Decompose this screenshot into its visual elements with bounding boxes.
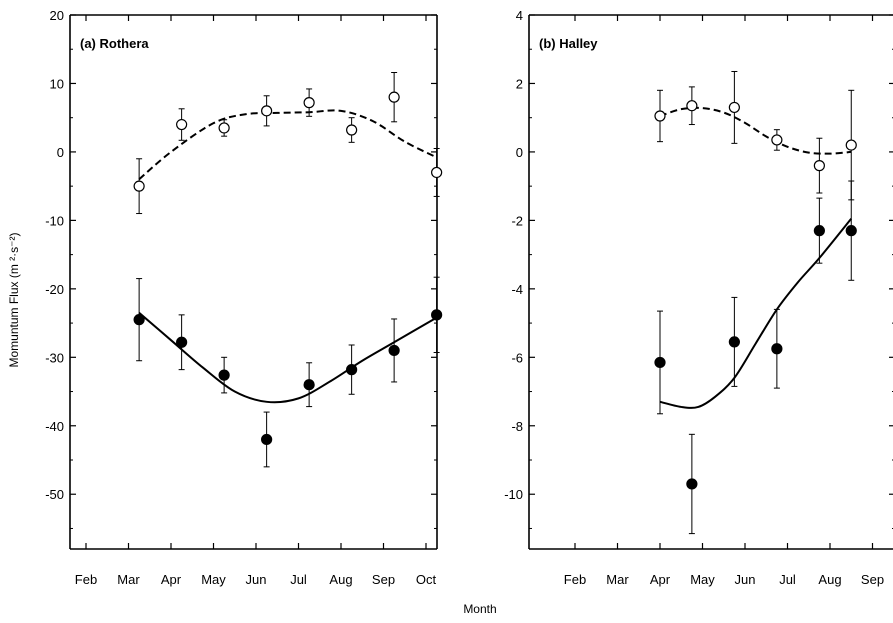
open-data-point bbox=[133, 180, 145, 192]
y-tick-label: -40 bbox=[45, 419, 64, 434]
filled-data-point bbox=[431, 309, 443, 321]
filled-data-point bbox=[176, 336, 188, 348]
y-tick-label: 20 bbox=[50, 8, 64, 23]
x-tick-label: Mar bbox=[117, 572, 140, 587]
x-tick-label: Jul bbox=[290, 572, 307, 587]
panel-halley: (b) Halley 4 2 0 -2 -4 -6 -8 -10 Feb Mar Apr May Jun J… bbox=[504, 8, 893, 587]
y-tick-label: -4 bbox=[511, 282, 523, 297]
y-tick-label: -8 bbox=[511, 419, 523, 434]
filled-data-point bbox=[261, 433, 273, 446]
panel-rothera: (a) Rothera 20 10 0 -10 -20 -30 -40 -50 Feb Mar Apr… bbox=[45, 8, 443, 587]
filled-data-point bbox=[218, 369, 230, 381]
x-tick-label: Jun bbox=[735, 572, 756, 587]
y-tick-label: 2 bbox=[516, 76, 523, 91]
x-tick-label: Jun bbox=[246, 572, 267, 587]
dashed-fit-line bbox=[138, 109, 438, 181]
x-tick-label: May bbox=[690, 572, 715, 587]
y-tick-label: 4 bbox=[516, 8, 523, 23]
x-tick-label: Sep bbox=[861, 572, 884, 587]
y-tick-label: -50 bbox=[45, 487, 64, 502]
open-data-point bbox=[346, 124, 358, 136]
y-tick-label: -10 bbox=[45, 213, 64, 228]
open-data-point bbox=[388, 91, 400, 103]
filled-data-point bbox=[686, 478, 698, 490]
y-tick-label: -6 bbox=[511, 350, 523, 365]
x-tick-label: Aug bbox=[329, 572, 352, 587]
panel-title: (b) Halley bbox=[539, 36, 598, 51]
solid-fit-line bbox=[138, 312, 438, 404]
y-tick-label: 0 bbox=[57, 145, 64, 160]
x-tick-label: Aug bbox=[818, 572, 841, 587]
x-tick-label: Sep bbox=[372, 572, 395, 587]
filled-data-point bbox=[728, 336, 740, 348]
open-data-point bbox=[728, 101, 740, 114]
open-data-point bbox=[218, 122, 230, 134]
y-tick-label: 10 bbox=[50, 76, 64, 91]
open-data-point bbox=[771, 134, 783, 146]
open-data-point bbox=[176, 118, 188, 131]
filled-data-point bbox=[346, 364, 358, 376]
x-tick-label: Jul bbox=[779, 572, 796, 587]
y-tick-label: -10 bbox=[504, 487, 523, 502]
x-tick-label: Feb bbox=[75, 572, 97, 587]
x-tick-label: Mar bbox=[606, 572, 629, 587]
y-tick-label: 0 bbox=[516, 145, 523, 160]
filled-data-point bbox=[813, 225, 825, 237]
y-tick-label: -2 bbox=[511, 213, 523, 228]
filled-data-point bbox=[771, 343, 783, 355]
x-tick-label: Apr bbox=[650, 572, 671, 587]
x-tick-label: Apr bbox=[161, 572, 182, 587]
open-data-point bbox=[845, 139, 857, 151]
dashed-fit-line bbox=[659, 106, 852, 155]
open-data-point bbox=[654, 110, 666, 122]
filled-data-point bbox=[845, 225, 857, 237]
filled-data-point bbox=[303, 379, 315, 391]
x-tick-label: Oct bbox=[416, 572, 437, 587]
open-data-point bbox=[261, 105, 273, 117]
y-tick-label: -20 bbox=[45, 282, 64, 297]
x-tick-label: Feb bbox=[564, 572, 586, 587]
filled-data-point bbox=[388, 344, 400, 357]
open-data-point bbox=[686, 100, 698, 112]
open-data-point bbox=[813, 160, 825, 172]
filled-data-point bbox=[133, 314, 145, 326]
solid-fit-line bbox=[659, 218, 853, 409]
open-data-point bbox=[303, 97, 315, 109]
panel-title: (a) Rothera bbox=[80, 36, 149, 51]
x-tick-label: May bbox=[201, 572, 226, 587]
y-tick-label: -30 bbox=[45, 350, 64, 365]
y-axis-label: Momuntum Flux (m ²·s⁻²) bbox=[7, 232, 21, 367]
x-axis-label: Month bbox=[463, 602, 496, 616]
filled-data-point bbox=[654, 356, 666, 369]
open-data-point bbox=[431, 166, 443, 179]
